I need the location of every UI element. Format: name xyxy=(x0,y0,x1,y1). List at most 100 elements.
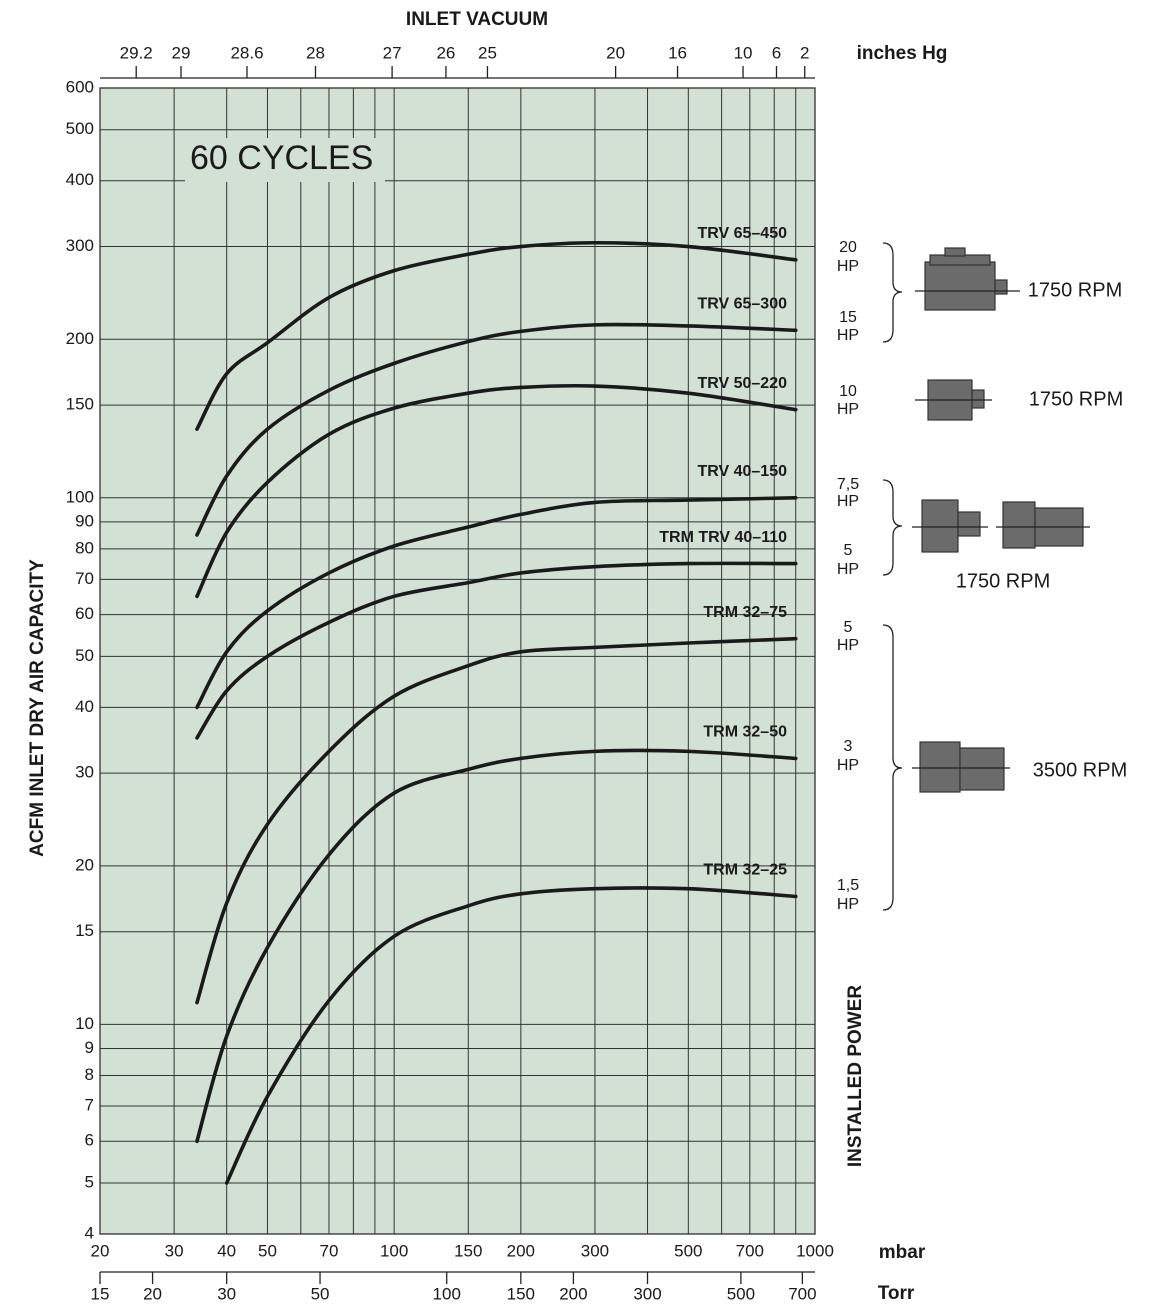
power-label: 5 xyxy=(844,542,853,559)
rpm-label: 1750 RPM xyxy=(1029,388,1124,410)
y-tick-label: 20 xyxy=(75,855,94,874)
x-tick-label: 50 xyxy=(258,1241,277,1260)
y-tick-label: 6 xyxy=(85,1131,94,1150)
x-tick-label: 200 xyxy=(507,1241,535,1260)
x-tick-label: 700 xyxy=(736,1241,764,1260)
x3-tick-label: 700 xyxy=(788,1284,816,1303)
power-label: HP xyxy=(837,561,859,578)
plot-area xyxy=(100,88,815,1234)
brace xyxy=(883,480,902,575)
x2-tick-label: 28.6 xyxy=(230,43,263,62)
power-label: HP xyxy=(837,401,859,418)
x2-unit: inches Hg xyxy=(857,43,948,64)
page: {"chart_data": { "type": "line", "title"… xyxy=(0,0,1162,1304)
y-tick-label: 15 xyxy=(75,921,94,940)
x3-tick-label: 300 xyxy=(633,1284,661,1303)
series-label: TRV 40–150 xyxy=(697,463,787,480)
x2-tick-label: 29 xyxy=(172,43,191,62)
y-tick-label: 70 xyxy=(75,569,94,588)
rpm-label: 1750 RPM xyxy=(956,570,1051,592)
pump-icon xyxy=(912,500,988,552)
x2-tick-label: 2 xyxy=(800,43,809,62)
power-label: 7,5 xyxy=(837,476,859,493)
y-tick-label: 150 xyxy=(66,395,94,414)
power-label: 15 xyxy=(839,309,857,326)
power-label: HP xyxy=(837,493,859,510)
y-tick-label: 4 xyxy=(85,1223,94,1242)
x2-tick-label: 10 xyxy=(734,43,753,62)
pump-icon xyxy=(915,380,992,420)
x3-tick-label: 30 xyxy=(217,1284,236,1303)
x3-tick-label: 50 xyxy=(311,1284,330,1303)
series-label: TRV 65–300 xyxy=(697,296,787,313)
y-tick-label: 100 xyxy=(66,487,94,506)
x3-tick-label: 200 xyxy=(559,1284,587,1303)
series-label: TRM 32–75 xyxy=(703,604,787,621)
y-tick-label: 40 xyxy=(75,697,94,716)
x2-tick-label: 6 xyxy=(772,43,781,62)
y-tick-label: 7 xyxy=(85,1095,94,1114)
power-label: HP xyxy=(837,757,859,774)
rpm-label: 3500 RPM xyxy=(1033,759,1128,781)
x2-tick-label: 16 xyxy=(668,43,687,62)
y-tick-label: 500 xyxy=(66,119,94,138)
power-label: HP xyxy=(837,896,859,913)
brace xyxy=(883,243,902,342)
rpm-label: 1750 RPM xyxy=(1028,279,1123,301)
y-tick-label: 600 xyxy=(66,77,94,96)
x-tick-label: 70 xyxy=(320,1241,339,1260)
y-tick-label: 60 xyxy=(75,604,94,623)
x3-tick-label: 100 xyxy=(433,1284,461,1303)
y-axis-label: ACFM INLET DRY AIR CAPACITY xyxy=(27,559,48,857)
y-tick-label: 30 xyxy=(75,763,94,782)
y-tick-label: 80 xyxy=(75,538,94,557)
x3-tick-label: 20 xyxy=(143,1284,162,1303)
x3-tick-label: 500 xyxy=(727,1284,755,1303)
x-unit: mbar xyxy=(879,1242,926,1263)
chart-title: 60 CYCLES xyxy=(190,139,373,177)
x3-unit: Torr xyxy=(878,1283,915,1304)
y-tick-label: 50 xyxy=(75,646,94,665)
x-tick-label: 150 xyxy=(454,1241,482,1260)
y-tick-label: 300 xyxy=(66,236,94,255)
x-tick-label: 300 xyxy=(581,1241,609,1260)
x2-tick-label: 29.2 xyxy=(120,43,153,62)
y-tick-label: 8 xyxy=(85,1065,94,1084)
right-label: INSTALLED POWER xyxy=(845,985,866,1168)
brace xyxy=(883,625,902,910)
power-label: 3 xyxy=(844,738,853,755)
top-axis-title: INLET VACUUM xyxy=(406,9,548,30)
x2-tick-label: 27 xyxy=(383,43,402,62)
x-tick-label: 20 xyxy=(91,1241,110,1260)
series-label: TRM 32–25 xyxy=(703,862,787,879)
x2-tick-label: 26 xyxy=(436,43,455,62)
pump-icon xyxy=(915,248,1020,310)
x2-tick-label: 25 xyxy=(478,43,497,62)
y-tick-label: 90 xyxy=(75,511,94,530)
x2-tick-label: 20 xyxy=(606,43,625,62)
x-tick-label: 500 xyxy=(674,1241,702,1260)
y-tick-label: 200 xyxy=(66,329,94,348)
x2-tick-label: 28 xyxy=(306,43,325,62)
y-tick-label: 5 xyxy=(85,1172,94,1191)
x-tick-label: 1000 xyxy=(796,1241,834,1260)
x-tick-label: 30 xyxy=(165,1241,184,1260)
series-label: TRV 65–450 xyxy=(697,225,787,242)
pump-icon xyxy=(996,502,1090,548)
series-label: TRV 50–220 xyxy=(697,375,787,392)
power-label: HP xyxy=(837,327,859,344)
y-tick-label: 9 xyxy=(85,1038,94,1057)
series-label: TRM 32–50 xyxy=(703,724,787,741)
pump-icon xyxy=(912,742,1010,792)
power-label: 10 xyxy=(839,383,857,400)
x-tick-label: 40 xyxy=(217,1241,236,1260)
power-label: HP xyxy=(837,258,859,275)
x3-tick-label: 150 xyxy=(507,1284,535,1303)
x-tick-label: 100 xyxy=(380,1241,408,1260)
y-tick-label: 10 xyxy=(75,1014,94,1033)
chart: INLET VACUUM inches Hg mbar Torr ACFM IN… xyxy=(0,0,1162,1304)
x3-tick-label: 15 xyxy=(91,1284,110,1303)
y-tick-label: 400 xyxy=(66,170,94,189)
power-label: HP xyxy=(837,637,859,654)
power-label: 5 xyxy=(844,619,853,636)
